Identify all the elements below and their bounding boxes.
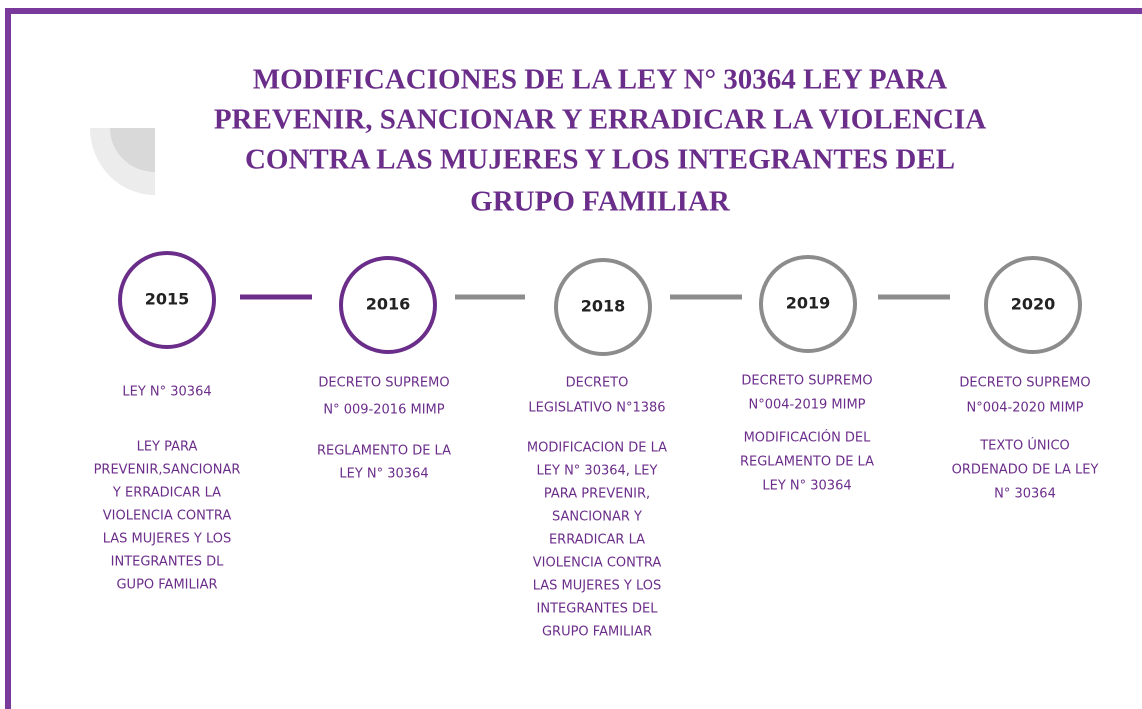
item-description: ERRADICAR LA [549,533,645,548]
title: MODIFICACIONES DE LA LEY N° 30364 LEY PA… [214,64,986,218]
year-circle [984,256,1082,354]
item-description: LEY N° 30364, LEY [537,464,658,479]
item-heading: LEY N° 30364 [122,385,211,400]
item-description: INTEGRANTES DL [111,555,224,570]
item-description: VIOLENCIA CONTRA [533,556,662,571]
item-description: LAS MUJERES Y LOS [103,532,232,547]
item-heading: LEGISLATIVO N°1386 [528,401,665,416]
item-description: ORDENADO DE LA LEY [952,463,1099,478]
title-line: CONTRA LAS MUJERES Y LOS INTEGRANTES DEL [245,144,955,176]
item-description: Y ERRADICAR LA [112,486,221,501]
item-description: MODIFICACION DE LA [527,441,667,456]
item-heading: DECRETO [566,376,629,391]
item-heading: N°004-2019 MIMP [748,398,865,413]
item-description: LAS MUJERES Y LOS [533,579,662,594]
timeline: 2015 LEY N° 30364 LEY PARA PREVENIR,SANCION… [94,251,1099,640]
year-circle [118,251,216,349]
title-line: GRUPO FAMILIAR [470,186,731,218]
year-circle [554,258,652,356]
year-circle [759,255,857,353]
year-label: 2019 [786,294,831,313]
item-description: VIOLENCIA CONTRA [103,509,232,524]
year-label: 2018 [581,297,626,316]
item-heading: DECRETO SUPREMO [318,376,449,391]
item-description: GRUPO FAMILIAR [542,625,652,640]
year-circle [339,256,437,354]
item-heading: N° 009-2016 MIMP [323,403,444,418]
item-description: GUPO FAMILIAR [116,578,217,593]
top-border [5,8,1142,14]
title-line: PREVENIR, SANCIONAR Y ERRADICAR LA VIOLE… [214,104,986,136]
item-heading: N°004-2020 MIMP [966,401,1083,416]
item-description: LEY N° 30364 [339,467,428,482]
left-border [5,8,11,709]
year-label: 2016 [366,295,411,314]
item-description: LEY PARA [137,440,198,455]
item-description: PREVENIR,SANCIONAR [94,463,241,478]
item-description: TEXTO ÚNICO [979,438,1070,454]
item-description: REGLAMENTO DE LA [317,444,451,459]
item-description: LEY N° 30364 [762,479,851,494]
item-description: MODIFICACIÓN DEL [744,430,872,446]
item-heading: DECRETO SUPREMO [959,376,1090,391]
year-label: 2020 [1011,295,1056,314]
item-heading: DECRETO SUPREMO [741,374,872,389]
decor-shape [110,128,155,172]
item-description: SANCIONAR Y [552,510,642,525]
title-line: MODIFICACIONES DE LA LEY N° 30364 LEY PA… [253,64,948,96]
item-description: REGLAMENTO DE LA [740,455,874,470]
item-description: PARA PREVENIR, [544,487,650,502]
year-label: 2015 [145,290,190,309]
item-description: N° 30364 [994,487,1056,502]
item-description: INTEGRANTES DEL [537,602,659,617]
